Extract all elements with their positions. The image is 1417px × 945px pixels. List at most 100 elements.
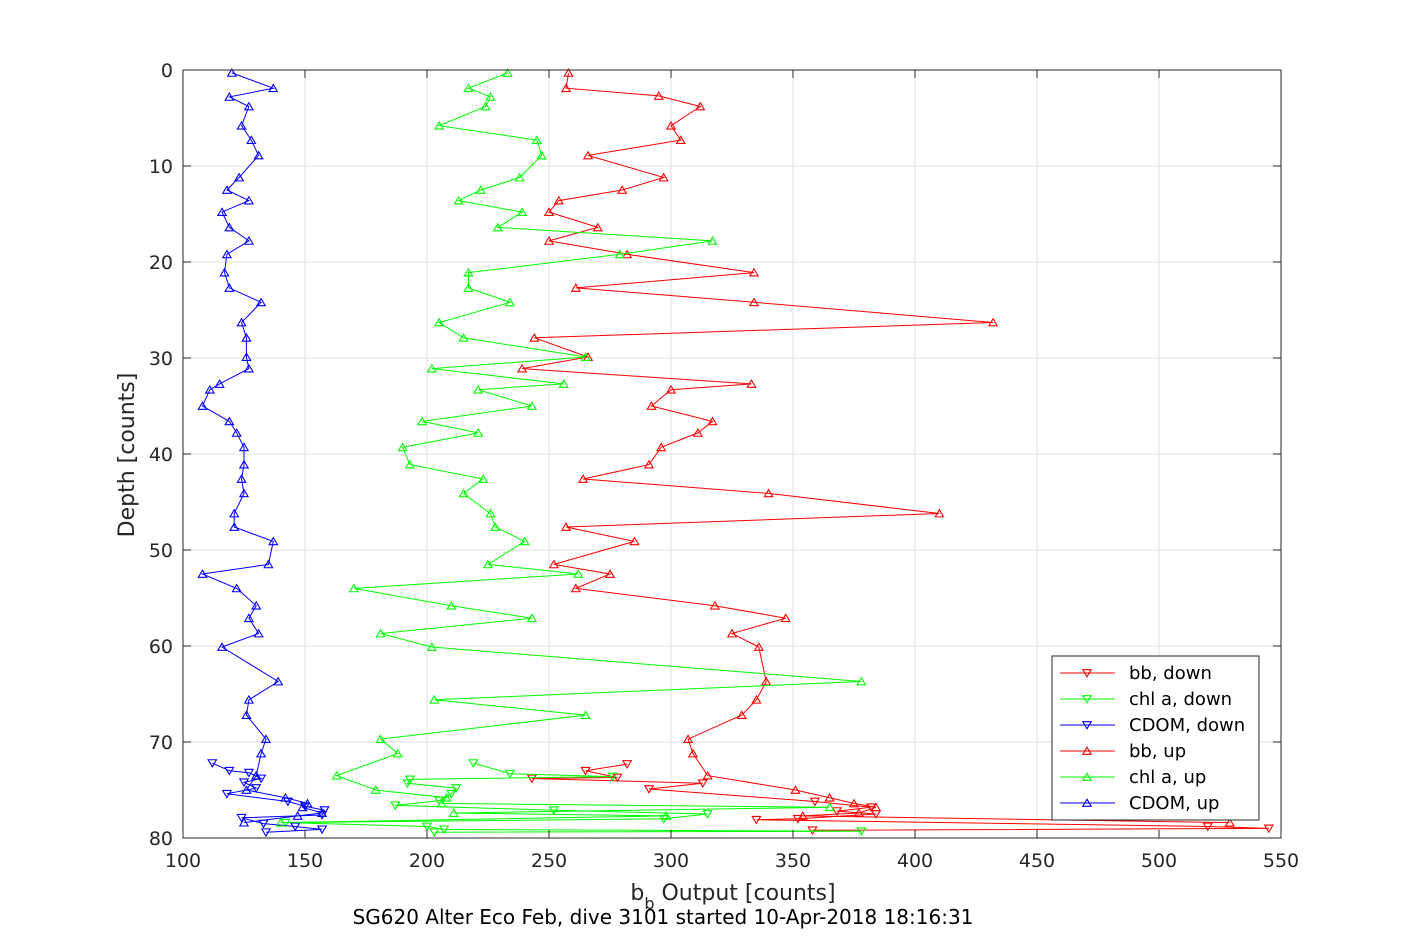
data-point	[275, 817, 286, 827]
data-point	[665, 384, 677, 394]
data-point	[504, 297, 516, 307]
data-point	[229, 508, 240, 518]
data-point	[751, 815, 762, 825]
data-point	[490, 522, 501, 531]
data-point	[736, 710, 747, 720]
data-point	[236, 813, 247, 823]
data-point	[516, 207, 528, 216]
data-point	[695, 101, 706, 111]
x-axis-label-rest: Output [counts]	[655, 881, 836, 906]
data-point	[617, 185, 628, 194]
data-point	[375, 628, 386, 638]
data-point	[390, 801, 401, 811]
data-point	[280, 792, 291, 802]
data-point	[475, 185, 486, 194]
legend: bb, down chl a, down CDOM, down bb, up chl a…	[1051, 655, 1260, 821]
data-point	[370, 785, 381, 794]
x-axis-label-subscript: b	[644, 894, 654, 913]
data-point	[463, 283, 474, 292]
series-chl-a-up	[275, 68, 867, 827]
legend-item-cdom-up: CDOM, up	[1060, 793, 1219, 814]
x-tick-label: 400	[897, 850, 933, 872]
data-point	[375, 734, 386, 744]
data-point	[463, 83, 474, 93]
data-point	[302, 798, 313, 808]
data-point	[697, 779, 708, 789]
data-point	[207, 759, 218, 768]
y-tick-label: 0	[161, 60, 173, 82]
data-point	[516, 363, 528, 373]
series-line	[200, 72, 323, 824]
data-point	[570, 283, 582, 292]
data-point	[702, 770, 713, 780]
x-axis-label: bb Output [counts]	[630, 881, 835, 913]
data-point	[402, 779, 413, 789]
data-point	[621, 249, 633, 259]
series-line	[280, 72, 862, 824]
data-point	[348, 583, 359, 593]
data-point	[492, 222, 503, 232]
legend-marker	[1081, 772, 1093, 781]
data-point	[224, 283, 235, 292]
data-point	[290, 822, 301, 832]
data-point	[870, 802, 882, 812]
data-point	[543, 236, 555, 245]
data-point	[748, 267, 760, 277]
data-point	[580, 710, 591, 720]
data-point	[268, 83, 279, 93]
data-point	[529, 332, 540, 342]
data-point	[612, 773, 623, 783]
data-point	[263, 559, 274, 569]
data-point	[643, 785, 655, 794]
data-point	[629, 536, 640, 546]
data-point	[426, 642, 438, 651]
data-point	[260, 734, 272, 744]
data-point	[243, 768, 255, 778]
series-cdom-up	[197, 68, 328, 827]
legend-item-chl-a-down: chl a, down	[1060, 689, 1232, 710]
data-point	[451, 784, 462, 793]
legend-label: chl a, up	[1129, 767, 1206, 788]
y-axis-label: Depth [counts]	[115, 373, 140, 538]
series-line	[212, 762, 326, 833]
legend-marker	[1081, 798, 1093, 807]
data-point	[751, 694, 762, 704]
data-point	[531, 135, 542, 144]
data-point	[526, 401, 538, 410]
x-axis-label-main: b	[630, 881, 644, 906]
data-point	[436, 798, 447, 808]
legend-label: bb, down	[1129, 663, 1212, 684]
data-point	[197, 401, 208, 410]
data-point	[392, 748, 403, 758]
data-point	[241, 352, 252, 361]
data-point	[316, 825, 328, 835]
data-point	[614, 249, 625, 259]
data-point	[687, 748, 699, 758]
data-point	[1224, 817, 1235, 827]
y-tick-label: 40	[149, 444, 173, 466]
data-point	[536, 150, 547, 160]
data-point	[790, 785, 801, 794]
series-bb-up	[516, 68, 1235, 827]
legend-marker	[1081, 721, 1093, 730]
data-point	[1202, 822, 1213, 832]
legend-item-chl-a-up: chl a, up	[1060, 767, 1206, 788]
figure-caption: SG620 Alter Eco Feb, dive 3101 started 1…	[353, 905, 974, 929]
y-tick-label: 60	[149, 636, 173, 658]
x-tick-label: 150	[287, 850, 323, 872]
data-point	[221, 789, 233, 799]
legend-label: bb, up	[1129, 741, 1186, 762]
data-point	[216, 207, 228, 216]
data-point	[582, 150, 594, 160]
data-point	[760, 676, 772, 686]
data-point	[477, 474, 489, 483]
data-point	[548, 559, 560, 569]
data-point	[646, 401, 657, 410]
legend-marker	[1081, 669, 1093, 678]
data-point	[468, 759, 479, 768]
data-point	[604, 569, 616, 578]
data-point	[543, 207, 555, 216]
data-point	[260, 828, 272, 838]
data-point	[238, 488, 250, 498]
